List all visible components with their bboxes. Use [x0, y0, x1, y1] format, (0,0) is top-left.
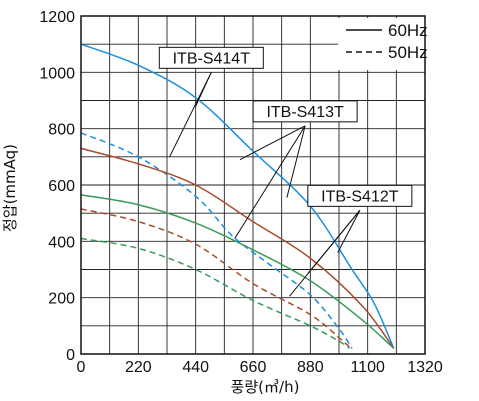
model-label: ITB-S412T	[321, 188, 399, 205]
grid	[81, 16, 425, 354]
x-tick-label: 1320	[407, 359, 443, 376]
legend-label: 60Hz	[388, 21, 428, 40]
leader-line	[286, 125, 306, 198]
plot-frame	[80, 15, 426, 355]
y-tick-label: 1200	[39, 9, 75, 26]
tick-labels: 0 220 440 660 880 1100 1320 0 200 400 600 800 1000 12…	[39, 9, 442, 376]
y-tick-label: 400	[48, 234, 75, 251]
leader-line	[234, 125, 306, 239]
x-axis-label: 풍량(㎥/h)	[231, 378, 300, 396]
curve-itb-s412t-50hz	[80, 237, 350, 349]
x-tick-label: 660	[240, 359, 267, 376]
leader-line	[169, 72, 212, 158]
leader-line	[337, 210, 361, 253]
x-tick-label: 220	[125, 359, 152, 376]
curves	[80, 43, 395, 349]
model-label: ITB-S413T	[266, 104, 344, 121]
x-tick-label: 440	[182, 359, 209, 376]
model-label: ITB-S414T	[173, 50, 251, 67]
y-tick-label: 1000	[39, 65, 75, 82]
model-label-box	[252, 100, 358, 123]
x-tick-label: 0	[77, 359, 86, 376]
y-tick-label: 600	[48, 178, 75, 195]
y-tick-label: 200	[48, 291, 75, 308]
y-tick-label: 0	[66, 347, 75, 364]
leader-line	[289, 210, 361, 297]
curve-itb-s414t-50hz	[80, 132, 353, 349]
model-label-box	[158, 46, 264, 69]
legend-label: 50Hz	[388, 43, 428, 62]
model-annotations: ITB-S414T ITB-S413T ITB-S412T	[158, 46, 413, 297]
curve-itb-s413t-50hz	[80, 208, 352, 349]
y-axis-label: 정압(mmAq)	[1, 144, 19, 232]
model-label-box	[307, 184, 413, 207]
curve-itb-s414t-60hz	[80, 43, 395, 349]
x-tick-label: 880	[297, 359, 324, 376]
y-tick-label: 800	[48, 122, 75, 139]
curve-itb-s412t-60hz	[80, 194, 395, 349]
legend: 60Hz 50Hz	[338, 18, 428, 70]
x-tick-label: 1100	[350, 359, 385, 376]
leader-line	[239, 125, 306, 161]
curve-itb-s413t-60hz	[80, 147, 395, 349]
legend-box	[338, 18, 425, 70]
